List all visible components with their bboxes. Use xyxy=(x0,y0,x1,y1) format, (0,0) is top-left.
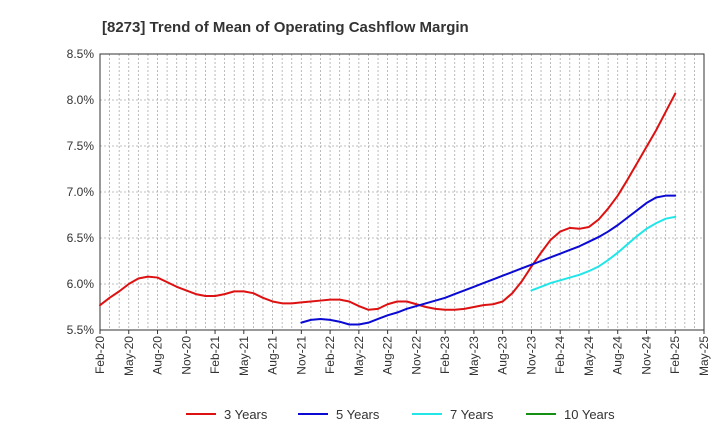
x-tick-label: Aug-20 xyxy=(151,336,165,375)
x-tick-label: Aug-24 xyxy=(611,336,625,375)
legend-label: 5 Years xyxy=(336,407,380,422)
x-tick-label: May-24 xyxy=(582,336,596,376)
x-tick-label: Aug-22 xyxy=(381,336,395,375)
series-line-5-years xyxy=(300,194,677,326)
y-tick-label: 8.5% xyxy=(67,47,95,61)
chart-title: [8273] Trend of Mean of Operating Cashfl… xyxy=(102,19,469,36)
legend-label: 10 Years xyxy=(564,407,615,422)
y-tick-label: 8.0% xyxy=(67,93,95,107)
y-tick-label: 7.5% xyxy=(67,139,95,153)
x-tick-label: Feb-24 xyxy=(553,336,567,374)
x-tick-label: May-20 xyxy=(122,336,136,376)
x-tick-label: Feb-22 xyxy=(323,336,337,374)
legend-item-5-years: 5 Years xyxy=(298,407,380,422)
y-tick-label: 7.0% xyxy=(67,185,95,199)
plot-area: 5.5% 6.0% 6.5% 7.0% 7.5% 8.0% 8.5% Feb-20 May-20… xyxy=(67,47,711,376)
x-tick-label: May-22 xyxy=(352,336,366,376)
x-tick-label: Nov-24 xyxy=(639,336,653,375)
x-tick-label: May-25 xyxy=(697,336,711,376)
legend-item-7-years: 7 Years xyxy=(412,407,494,422)
x-tick-label: Feb-23 xyxy=(438,336,452,374)
x-tick-label: Feb-25 xyxy=(668,336,682,374)
plot-border xyxy=(99,53,705,331)
x-tick-label: Nov-21 xyxy=(294,336,308,375)
x-tick-label: Aug-21 xyxy=(266,336,280,375)
y-tick-label: 6.0% xyxy=(67,277,95,291)
legend-item-10-years: 10 Years xyxy=(526,407,615,422)
y-tick-label: 6.5% xyxy=(67,231,95,245)
legend-label: 7 Years xyxy=(450,407,494,422)
legend: 3 Years 5 Years 7 Years 10 Years xyxy=(186,407,615,422)
y-tick-label: 5.5% xyxy=(67,323,95,337)
x-tick-label: May-23 xyxy=(467,336,481,376)
legend-label: 3 Years xyxy=(224,407,268,422)
x-tick-label: Feb-20 xyxy=(93,336,107,374)
x-tick-label: Aug-23 xyxy=(496,336,510,375)
series-line-7-years xyxy=(530,215,677,292)
legend-item-3-years: 3 Years xyxy=(186,407,268,422)
x-tick-label: May-21 xyxy=(237,336,251,376)
x-tick-label: Nov-23 xyxy=(524,336,538,375)
series-line-3-years xyxy=(99,92,677,311)
x-tick-label: Feb-21 xyxy=(208,336,222,374)
x-tick-label: Nov-22 xyxy=(409,336,423,375)
x-tick-label: Nov-20 xyxy=(179,336,193,375)
